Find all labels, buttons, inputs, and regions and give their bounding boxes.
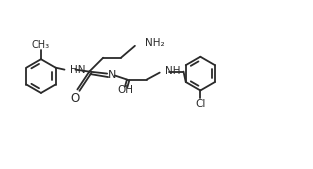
- Text: NH₂: NH₂: [145, 38, 164, 48]
- Text: OH: OH: [117, 86, 133, 95]
- Text: N: N: [108, 70, 116, 80]
- Text: Cl: Cl: [195, 99, 206, 109]
- Text: CH₃: CH₃: [32, 40, 50, 50]
- Text: O: O: [71, 92, 80, 105]
- Text: NH: NH: [165, 66, 180, 76]
- Text: HN: HN: [70, 65, 86, 75]
